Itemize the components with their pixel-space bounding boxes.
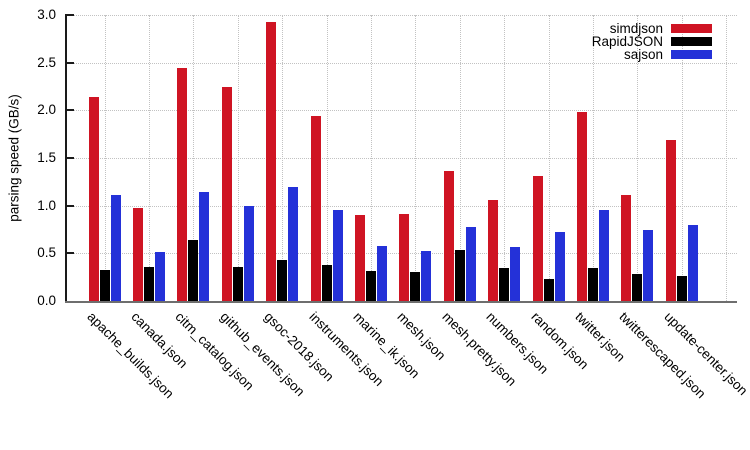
bar-simdjson <box>88 97 99 301</box>
bar-simdjson <box>266 21 277 301</box>
gridline-v <box>282 15 284 301</box>
x-category-label: apache_builds.json <box>83 309 177 402</box>
x-category-label: update-center.json <box>661 309 750 399</box>
bar-simdjson <box>177 68 188 301</box>
bar-RapidJSON <box>499 267 510 301</box>
legend-swatch-sajson <box>671 50 712 59</box>
bar-sajson <box>643 230 654 301</box>
x-axis-line <box>65 301 737 303</box>
y-tick <box>67 109 74 112</box>
legend-label: RapidJSON <box>591 34 663 49</box>
plot-area <box>67 15 737 301</box>
gridline-v <box>237 15 239 301</box>
x-category-label: citm_catalog.json <box>172 309 258 394</box>
y-tick-label: 0.5 <box>37 245 56 261</box>
gridline-v <box>726 15 728 301</box>
gridline-v <box>326 15 328 301</box>
y-tick <box>67 61 74 64</box>
bar-sajson <box>332 210 343 301</box>
x-category-label: mesh.pretty.json <box>439 309 520 389</box>
bar-RapidJSON <box>365 271 376 301</box>
y-tick-label: 2.5 <box>37 54 56 70</box>
bar-sajson <box>243 205 254 301</box>
bar-sajson <box>421 251 432 301</box>
gridline-h <box>67 62 737 64</box>
legend-row: simdjson <box>430 22 712 35</box>
bar-simdjson <box>488 199 499 301</box>
bar-simdjson <box>576 112 587 301</box>
bar-RapidJSON <box>632 274 643 301</box>
legend-swatch-RapidJSON <box>671 37 712 46</box>
bar-simdjson <box>621 195 632 301</box>
gridline-h <box>67 205 737 207</box>
gridline-h <box>67 15 737 16</box>
gridline-v <box>104 15 106 301</box>
bar-simdjson <box>221 87 232 301</box>
gridline-v <box>681 15 683 301</box>
gridline-h <box>67 110 737 112</box>
gridline-v <box>415 15 417 301</box>
bar-RapidJSON <box>321 264 332 301</box>
gridline-v <box>592 15 594 301</box>
bar-simdjson <box>354 215 365 301</box>
y-tick-label: 0.0 <box>37 293 56 308</box>
bar-simdjson <box>132 207 143 301</box>
gridline-h <box>67 158 737 159</box>
bar-RapidJSON <box>188 240 199 301</box>
bar-RapidJSON <box>543 279 554 301</box>
bar-sajson <box>510 246 521 301</box>
bar-RapidJSON <box>143 266 154 301</box>
y-tick <box>67 157 74 159</box>
y-axis-line <box>65 14 67 302</box>
gridline-v <box>637 15 639 301</box>
bar-RapidJSON <box>454 249 465 301</box>
gridline-v <box>370 15 372 301</box>
legend-swatch-simdjson <box>671 24 712 33</box>
bar-sajson <box>554 232 565 301</box>
bar-RapidJSON <box>410 272 421 301</box>
bar-sajson <box>154 252 165 301</box>
y-tick-label: 3.0 <box>37 7 56 22</box>
bar-RapidJSON <box>277 260 288 301</box>
y-tick-label: 2.0 <box>37 102 56 118</box>
bar-simdjson <box>310 116 321 301</box>
legend: simdjson RapidJSON sajson <box>430 22 712 61</box>
bar-sajson <box>687 224 698 301</box>
bar-sajson <box>110 195 121 301</box>
x-category-label: github_events.json <box>217 309 308 400</box>
bar-sajson <box>465 226 476 301</box>
y-tick-label: 1.0 <box>37 197 56 213</box>
bar-simdjson <box>443 171 454 301</box>
bar-simdjson <box>665 139 676 301</box>
y-tick <box>67 204 74 207</box>
gridline-v <box>504 15 506 301</box>
bar-sajson <box>288 186 299 301</box>
bar-RapidJSON <box>232 266 243 301</box>
legend-row: sajson <box>430 48 712 61</box>
bar-sajson <box>598 210 609 301</box>
legend-label: simdjson <box>609 21 663 36</box>
gridline-v <box>548 15 550 301</box>
bar-RapidJSON <box>587 267 598 301</box>
y-tick <box>67 14 74 16</box>
bar-simdjson <box>399 214 410 301</box>
bar-simdjson <box>532 176 543 301</box>
bar-sajson <box>376 245 387 301</box>
gridline-v <box>193 15 195 301</box>
gridline-v <box>459 15 461 301</box>
bar-RapidJSON <box>99 269 110 301</box>
legend-row: RapidJSON <box>430 35 712 48</box>
legend-label: sajson <box>623 47 663 62</box>
x-category-label: twitterescaped.json <box>616 309 710 402</box>
gridline-v <box>148 15 150 301</box>
y-tick-label: 1.5 <box>37 150 56 165</box>
y-tick <box>67 252 74 255</box>
bar-RapidJSON <box>676 276 687 301</box>
bar-sajson <box>199 192 210 301</box>
